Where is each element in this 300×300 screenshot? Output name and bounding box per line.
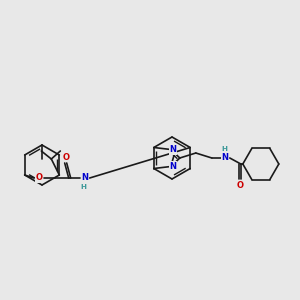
Text: O: O bbox=[62, 152, 69, 161]
Text: N: N bbox=[169, 162, 176, 171]
Text: N: N bbox=[81, 173, 88, 182]
Text: H: H bbox=[222, 146, 228, 152]
Text: N: N bbox=[169, 145, 176, 154]
Text: O: O bbox=[35, 173, 42, 182]
Text: O: O bbox=[236, 181, 243, 190]
Text: H: H bbox=[81, 184, 87, 190]
Text: N: N bbox=[221, 154, 228, 163]
